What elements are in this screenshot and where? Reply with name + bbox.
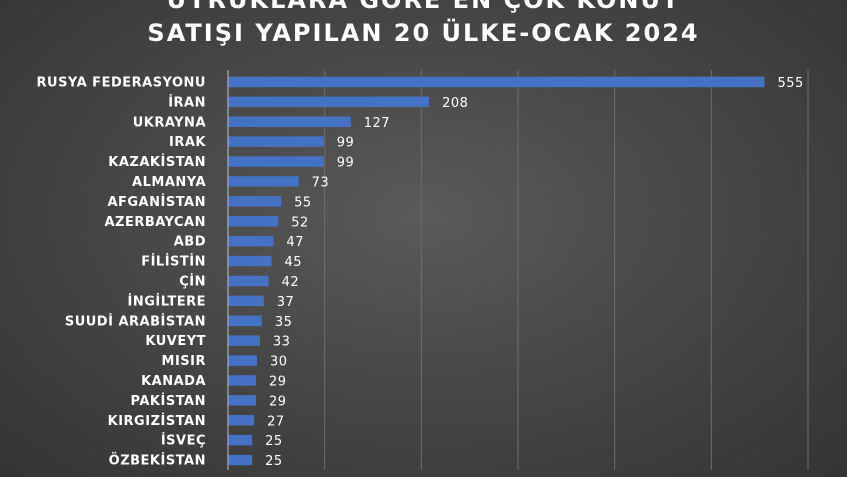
bar-9 <box>228 255 272 267</box>
category-label: UKRAYNA <box>133 115 206 130</box>
bar-2 <box>228 116 351 127</box>
value-label: 45 <box>285 255 303 270</box>
bar-3 <box>228 136 324 147</box>
value-label: 37 <box>277 295 295 310</box>
bar-1 <box>228 96 430 108</box>
bar-17 <box>228 415 255 426</box>
category-label: SUUDİ ARABİSTAN <box>65 313 206 329</box>
bar-4 <box>228 156 324 167</box>
value-label: 25 <box>265 434 283 449</box>
value-label: 52 <box>291 215 309 230</box>
bar-14 <box>228 355 257 366</box>
bar-10 <box>228 275 269 287</box>
bar-15 <box>228 375 257 386</box>
value-label: 29 <box>269 394 287 409</box>
category-label: MISIR <box>162 354 206 369</box>
category-label: ALMANYA <box>132 175 206 190</box>
category-label: İRAN <box>168 94 206 110</box>
bar-6 <box>228 196 282 207</box>
value-label: 29 <box>269 374 287 389</box>
bar-12 <box>228 315 262 326</box>
category-label: ÇİN <box>179 273 206 289</box>
category-label: KANADA <box>141 374 206 389</box>
category-label: FİLİSTİN <box>141 254 206 270</box>
category-labels: RUSYA FEDERASYONU İRAN UKRAYNA IRAK KAZAKİST… <box>37 75 207 469</box>
chart-title-line-1: UYRUKLARA GÖRE EN ÇOK KONUT <box>166 0 681 14</box>
bar-13 <box>228 335 260 346</box>
bar-18 <box>228 434 253 446</box>
category-label: RUSYA FEDERASYONU <box>37 75 207 90</box>
value-label: 127 <box>364 116 390 131</box>
category-label: KAZAKİSTAN <box>108 154 206 170</box>
value-label: 33 <box>273 335 291 350</box>
value-label: 35 <box>275 315 293 330</box>
value-label: 25 <box>265 454 283 469</box>
value-label: 55 <box>294 195 312 210</box>
value-label: 42 <box>282 275 300 290</box>
category-label: PAKİSTAN <box>131 393 206 409</box>
category-label: KIRGIZİSTAN <box>108 413 206 429</box>
value-label: 30 <box>270 355 288 370</box>
bar-0 <box>228 76 765 88</box>
gridlines <box>324 70 809 470</box>
value-label: 99 <box>337 156 355 171</box>
bar-8 <box>228 235 274 247</box>
category-label: İSVEÇ <box>161 433 206 449</box>
category-label: ABD <box>174 235 206 250</box>
category-label: AZERBAYCAN <box>104 215 206 230</box>
value-label: 47 <box>286 235 304 250</box>
category-label: KUVEYT <box>145 334 206 349</box>
category-label: IRAK <box>169 135 206 150</box>
value-label: 555 <box>778 76 804 91</box>
category-label: ÖZBEKİSTAN <box>109 453 206 469</box>
bar-5 <box>228 176 299 187</box>
category-label: AFGANİSTAN <box>107 194 206 210</box>
chart-title-line-2: SATIŞI YAPILAN 20 ÜLKE-OCAK 2024 <box>147 19 700 47</box>
bars <box>228 76 765 466</box>
value-label: 99 <box>337 136 355 151</box>
bar-19 <box>228 454 253 466</box>
bar-11 <box>228 295 264 307</box>
bar-16 <box>228 395 257 406</box>
value-label: 73 <box>312 175 330 190</box>
category-label: İNGİLTERE <box>128 293 207 309</box>
value-label: 27 <box>267 414 285 429</box>
value-label: 208 <box>442 96 468 111</box>
bar-7 <box>228 216 279 227</box>
